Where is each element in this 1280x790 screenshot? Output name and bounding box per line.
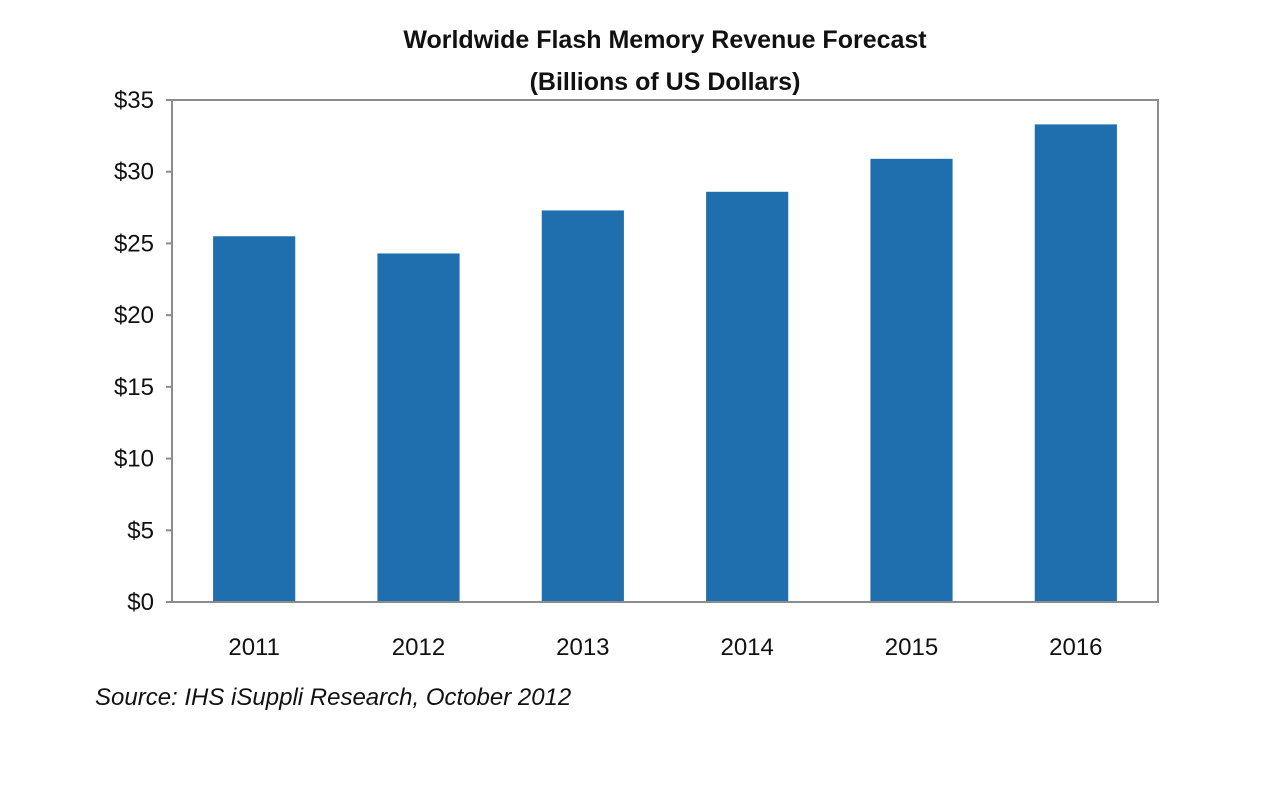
x-tick-label: 2015: [885, 634, 938, 661]
bar-2011: [213, 236, 296, 602]
bar-2013: [541, 210, 624, 602]
x-tick-label: 2011: [228, 634, 280, 661]
x-axis-ticks: 2011 2012 2013 2014 2015 2016: [228, 634, 1102, 661]
x-tick-label: 2014: [720, 634, 773, 661]
bar-2016: [1034, 124, 1117, 602]
x-tick-label: 2013: [556, 634, 609, 661]
y-tick-label: $10: [114, 446, 154, 473]
chart-title: Worldwide Flash Memory Revenue Forecast: [403, 26, 927, 54]
bar-2015: [870, 158, 953, 602]
plot-frame: [171, 99, 1159, 603]
y-tick-label: $30: [114, 159, 154, 186]
y-tick-label: $20: [114, 302, 154, 329]
y-tick-label: $25: [114, 230, 154, 257]
y-tick-label: $5: [127, 517, 154, 544]
y-tick-label: $15: [114, 374, 154, 401]
x-tick-label: 2016: [1049, 634, 1102, 661]
x-tick-label: 2012: [392, 634, 445, 661]
source-note: Source: IHS iSuppli Research, October 20…: [95, 684, 572, 711]
bar-2014: [706, 191, 789, 602]
bar-2012: [377, 253, 460, 602]
y-axis-ticks: $0 $5 $10 $15 $20 $25 $30 $35: [114, 87, 172, 616]
y-tick-label: $0: [127, 589, 154, 616]
bars: [213, 124, 1117, 602]
chart-subtitle: (Billions of US Dollars): [529, 68, 801, 96]
y-tick-label: $35: [114, 87, 154, 114]
